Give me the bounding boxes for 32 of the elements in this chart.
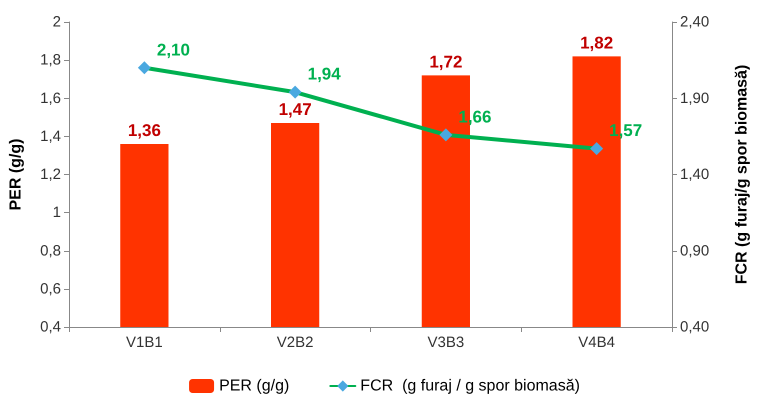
- data-label: 1,82: [580, 33, 614, 52]
- y-axis-title: PER (g/g): [8, 138, 24, 210]
- data-label: 2,10: [156, 40, 190, 60]
- data-label: 1,72: [429, 52, 462, 72]
- y2-tick-label: 0,90: [680, 242, 710, 260]
- x-tick-label: V2B2: [276, 334, 314, 351]
- y-tick-label: 0,8: [40, 242, 61, 260]
- x-tick-label: V1B1: [126, 334, 163, 351]
- point: [288, 86, 302, 99]
- x-tick-label: V4B4: [578, 334, 615, 351]
- data-label: 1,47: [278, 100, 312, 120]
- y-tick-label: 2: [52, 14, 61, 30]
- y2-tick-label: 0,40: [680, 318, 710, 336]
- y-tick-label: 1: [52, 204, 61, 222]
- y2-tick-label: 2,40: [680, 14, 710, 30]
- data-label: 1,36: [128, 121, 161, 140]
- y-tick-label: 1,6: [40, 90, 61, 107]
- point: [590, 142, 604, 156]
- point: [138, 61, 151, 74]
- legend-label: PER (g/g): [219, 378, 290, 394]
- data-label: 1,94: [308, 64, 342, 84]
- y2-axis-title: FCR (g furaj/g spor biomasă): [734, 64, 750, 284]
- y2-tick-label: 1,40: [680, 166, 710, 183]
- y-tick-label: 1,2: [40, 166, 61, 183]
- y-tick-label: 1,4: [40, 128, 61, 145]
- legend-label: FCR (g furaj / g spor biomasă): [360, 378, 580, 394]
- y2-tick-label: 1,90: [680, 90, 710, 107]
- y-tick-label: 0,4: [40, 318, 61, 336]
- y-tick-label: 1,8: [40, 52, 61, 69]
- x-tick-label: V3B3: [428, 334, 464, 351]
- point: [439, 128, 452, 142]
- y-tick-label: 0,6: [40, 280, 61, 298]
